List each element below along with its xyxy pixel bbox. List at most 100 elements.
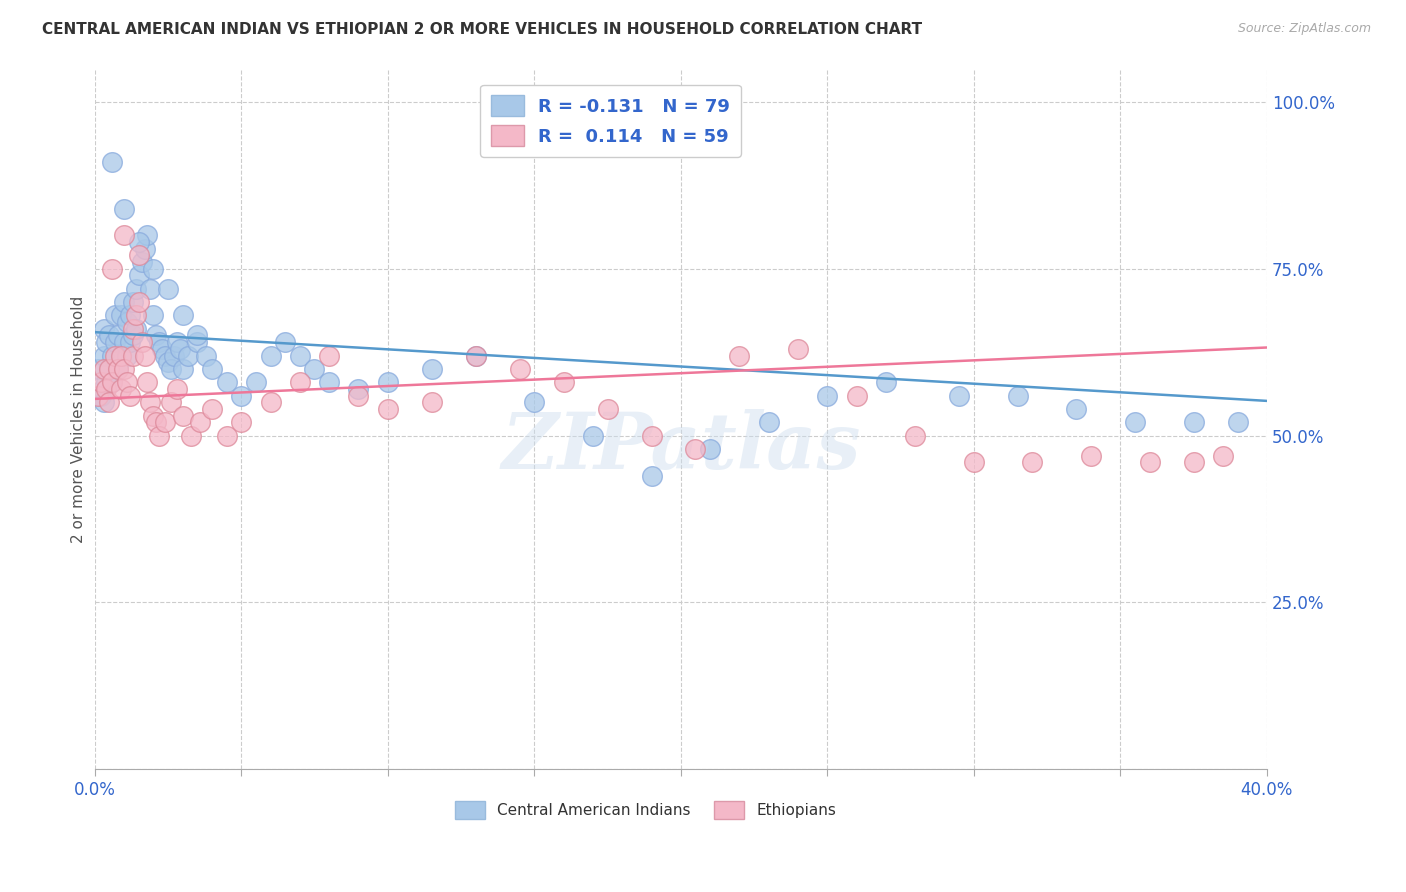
- Point: [160, 362, 183, 376]
- Point: [875, 375, 897, 389]
- Point: [172, 409, 194, 423]
- Point: [134, 349, 156, 363]
- Point: [86, 362, 108, 376]
- Point: [153, 415, 176, 429]
- Point: [139, 282, 162, 296]
- Point: [815, 388, 838, 402]
- Point: [596, 401, 619, 416]
- Point: [101, 375, 124, 389]
- Point: [201, 362, 224, 376]
- Point: [963, 455, 986, 469]
- Point: [274, 335, 297, 350]
- Point: [125, 282, 148, 296]
- Point: [139, 395, 162, 409]
- Point: [1212, 449, 1234, 463]
- Point: [115, 349, 138, 363]
- Point: [101, 349, 124, 363]
- Point: [166, 335, 188, 350]
- Point: [86, 388, 108, 402]
- Point: [93, 362, 115, 376]
- Point: [1123, 415, 1146, 429]
- Point: [172, 309, 194, 323]
- Point: [128, 235, 150, 249]
- Point: [148, 428, 170, 442]
- Point: [845, 388, 868, 402]
- Point: [163, 349, 186, 363]
- Point: [259, 349, 281, 363]
- Point: [904, 428, 927, 442]
- Point: [90, 388, 112, 402]
- Point: [215, 428, 238, 442]
- Point: [128, 295, 150, 310]
- Point: [464, 349, 486, 363]
- Point: [131, 255, 153, 269]
- Point: [1182, 455, 1205, 469]
- Point: [172, 362, 194, 376]
- Point: [699, 442, 721, 456]
- Point: [195, 349, 218, 363]
- Point: [1139, 455, 1161, 469]
- Point: [145, 415, 167, 429]
- Point: [318, 349, 340, 363]
- Point: [90, 375, 112, 389]
- Point: [215, 375, 238, 389]
- Point: [318, 375, 340, 389]
- Point: [134, 242, 156, 256]
- Point: [136, 375, 159, 389]
- Point: [160, 395, 183, 409]
- Point: [523, 395, 546, 409]
- Legend: Central American Indians, Ethiopians: Central American Indians, Ethiopians: [449, 795, 842, 825]
- Point: [110, 382, 132, 396]
- Point: [96, 375, 118, 389]
- Text: Source: ZipAtlas.com: Source: ZipAtlas.com: [1237, 22, 1371, 36]
- Point: [125, 309, 148, 323]
- Point: [188, 415, 211, 429]
- Point: [640, 428, 662, 442]
- Point: [112, 295, 135, 310]
- Point: [231, 388, 253, 402]
- Point: [107, 362, 129, 376]
- Point: [93, 395, 115, 409]
- Point: [685, 442, 707, 456]
- Point: [110, 309, 132, 323]
- Y-axis label: 2 or more Vehicles in Household: 2 or more Vehicles in Household: [72, 295, 86, 542]
- Point: [118, 388, 141, 402]
- Point: [115, 375, 138, 389]
- Point: [107, 362, 129, 376]
- Point: [1226, 415, 1249, 429]
- Point: [121, 349, 143, 363]
- Point: [304, 362, 326, 376]
- Point: [180, 428, 202, 442]
- Point: [1080, 449, 1102, 463]
- Point: [1007, 388, 1029, 402]
- Point: [128, 248, 150, 262]
- Point: [121, 328, 143, 343]
- Point: [169, 342, 191, 356]
- Point: [107, 328, 129, 343]
- Point: [377, 401, 399, 416]
- Point: [148, 335, 170, 350]
- Point: [136, 228, 159, 243]
- Point: [101, 155, 124, 169]
- Point: [142, 409, 165, 423]
- Point: [156, 355, 179, 369]
- Point: [150, 342, 173, 356]
- Point: [1021, 455, 1043, 469]
- Point: [231, 415, 253, 429]
- Point: [142, 309, 165, 323]
- Point: [131, 335, 153, 350]
- Point: [177, 349, 200, 363]
- Point: [186, 335, 208, 350]
- Point: [787, 342, 810, 356]
- Point: [128, 268, 150, 283]
- Point: [288, 375, 311, 389]
- Point: [553, 375, 575, 389]
- Point: [377, 375, 399, 389]
- Point: [948, 388, 970, 402]
- Point: [93, 322, 115, 336]
- Point: [112, 228, 135, 243]
- Point: [420, 395, 443, 409]
- Point: [110, 349, 132, 363]
- Point: [582, 428, 605, 442]
- Point: [142, 261, 165, 276]
